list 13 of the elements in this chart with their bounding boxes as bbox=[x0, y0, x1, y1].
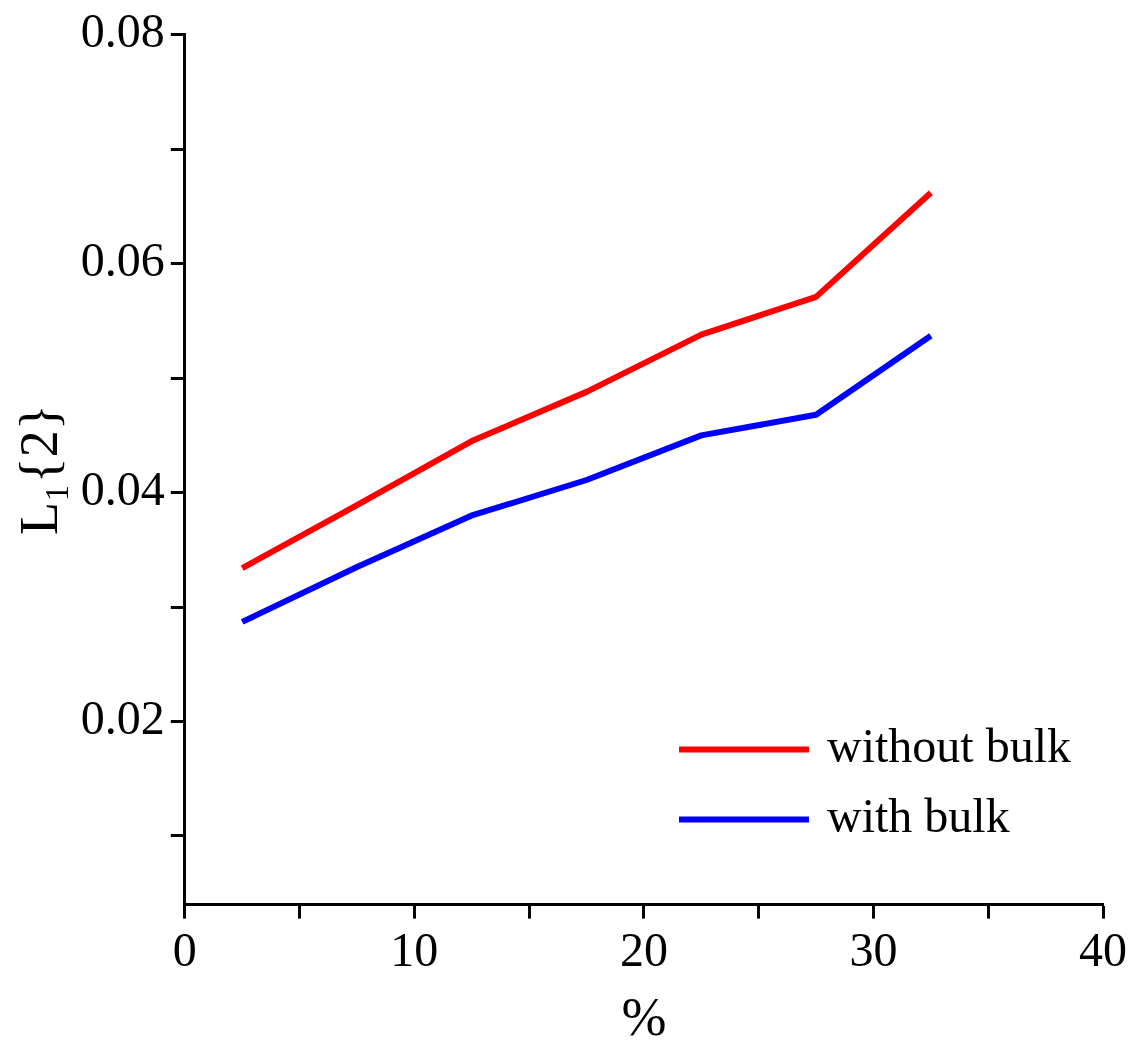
x-tick-label: 10 bbox=[390, 923, 439, 977]
y-tick-label: 0.04 bbox=[80, 462, 165, 516]
x-tick-label: 20 bbox=[619, 923, 668, 977]
x-tick-label: 40 bbox=[1079, 923, 1127, 977]
x-tick-label: 30 bbox=[849, 923, 898, 977]
y-tick-label: 0.02 bbox=[80, 691, 165, 745]
y-tick-label: 0.06 bbox=[80, 233, 165, 287]
x-tick-label: 0 bbox=[172, 923, 197, 977]
y-tick-label: 0.08 bbox=[80, 4, 165, 58]
legend-label: without bulk bbox=[826, 719, 1072, 773]
y-axis-title: L₁{2} bbox=[8, 404, 69, 536]
x-axis-title: % bbox=[621, 986, 667, 1047]
legend-label: with bulk bbox=[826, 789, 1010, 843]
